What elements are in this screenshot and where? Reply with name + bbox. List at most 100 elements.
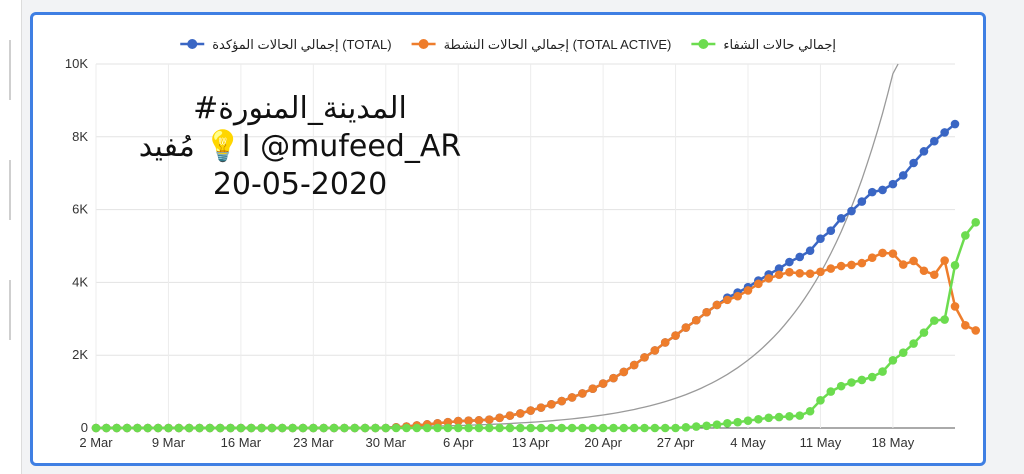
data-point-total bbox=[930, 136, 939, 146]
data-point-total bbox=[867, 187, 877, 197]
data-point-active bbox=[816, 267, 825, 277]
data-point-recovered bbox=[754, 414, 763, 424]
x-tick-label: 23 Mar bbox=[293, 435, 334, 450]
data-point-total bbox=[816, 234, 825, 244]
data-point-total bbox=[878, 185, 887, 195]
data-point-recovered bbox=[536, 423, 546, 433]
data-point-active bbox=[898, 260, 908, 269]
x-tick-label: 4 May bbox=[730, 435, 766, 450]
legend-marker-active bbox=[418, 39, 429, 49]
hashtag-text: #المدينة_المنورة bbox=[193, 91, 407, 126]
strip-mark bbox=[9, 160, 11, 220]
data-point-recovered bbox=[474, 423, 484, 433]
data-point-recovered bbox=[288, 423, 297, 433]
data-point-recovered bbox=[971, 218, 980, 227]
data-point-recovered bbox=[712, 420, 722, 430]
data-point-active bbox=[754, 279, 763, 289]
data-point-total bbox=[940, 128, 949, 137]
data-point-active bbox=[930, 270, 939, 280]
data-point-active bbox=[764, 274, 774, 283]
data-point-active bbox=[681, 323, 691, 332]
data-point-active bbox=[495, 413, 504, 423]
data-point-recovered bbox=[495, 423, 504, 433]
data-point-recovered bbox=[743, 416, 753, 426]
legend-marker-recovered bbox=[698, 39, 709, 49]
data-point-recovered bbox=[816, 396, 825, 405]
data-point-recovered bbox=[609, 423, 618, 433]
data-point-recovered bbox=[723, 418, 732, 428]
data-point-active bbox=[702, 307, 711, 317]
data-point-recovered bbox=[453, 423, 463, 433]
data-point-recovered bbox=[443, 423, 453, 433]
data-point-active bbox=[940, 256, 949, 265]
data-point-active bbox=[878, 248, 887, 258]
data-point-recovered bbox=[629, 423, 639, 433]
data-point-recovered bbox=[598, 423, 608, 433]
y-tick-label: 6K bbox=[72, 202, 88, 217]
data-point-recovered bbox=[360, 423, 370, 433]
y-tick-label: 4K bbox=[72, 274, 88, 289]
data-point-active bbox=[888, 249, 898, 258]
data-point-recovered bbox=[826, 387, 836, 396]
data-point-recovered bbox=[619, 423, 629, 433]
legend-label-recovered: إجمالي حالات الشفاء bbox=[723, 37, 836, 52]
data-point-recovered bbox=[867, 372, 877, 382]
data-point-recovered bbox=[878, 367, 887, 376]
data-point-active bbox=[971, 326, 980, 335]
data-point-recovered bbox=[164, 423, 173, 433]
data-point-total bbox=[888, 179, 898, 189]
data-point-recovered bbox=[650, 423, 660, 433]
data-point-active bbox=[847, 260, 856, 270]
data-point-recovered bbox=[836, 381, 846, 391]
data-point-recovered bbox=[102, 423, 111, 433]
data-point-active bbox=[557, 396, 567, 406]
data-point-recovered bbox=[133, 423, 142, 433]
data-point-active bbox=[723, 295, 732, 305]
data-point-total bbox=[774, 264, 784, 273]
data-point-recovered bbox=[691, 422, 701, 431]
left-strip bbox=[0, 0, 22, 474]
data-point-active bbox=[712, 300, 722, 310]
data-point-recovered bbox=[319, 423, 328, 433]
x-tick-label: 30 Mar bbox=[366, 435, 407, 450]
data-point-recovered bbox=[246, 423, 256, 433]
data-point-total bbox=[785, 257, 794, 267]
data-point-recovered bbox=[578, 423, 587, 433]
data-point-recovered bbox=[505, 423, 515, 433]
data-point-recovered bbox=[433, 423, 442, 433]
data-point-active bbox=[547, 400, 556, 409]
data-point-recovered bbox=[257, 423, 266, 433]
data-point-recovered bbox=[774, 412, 784, 422]
data-point-recovered bbox=[236, 423, 246, 433]
data-point-recovered bbox=[660, 423, 670, 433]
data-point-recovered bbox=[402, 423, 411, 433]
data-point-active bbox=[464, 416, 473, 426]
data-point-recovered bbox=[785, 412, 794, 421]
data-point-recovered bbox=[195, 423, 204, 433]
data-point-total bbox=[847, 206, 856, 216]
data-point-active bbox=[826, 264, 836, 273]
series-line-recovered bbox=[96, 221, 977, 430]
data-point-recovered bbox=[588, 423, 598, 433]
data-point-active bbox=[609, 373, 618, 383]
data-point-recovered bbox=[516, 423, 525, 433]
data-point-active bbox=[650, 346, 660, 355]
data-point-total bbox=[795, 252, 805, 262]
data-point-recovered bbox=[371, 423, 380, 433]
data-point-recovered bbox=[350, 423, 360, 433]
data-point-active bbox=[453, 416, 463, 426]
data-point-total bbox=[826, 226, 836, 236]
x-tick-label: 16 Mar bbox=[221, 435, 262, 450]
data-point-recovered bbox=[567, 423, 577, 433]
data-point-recovered bbox=[702, 421, 711, 431]
data-point-total bbox=[950, 119, 960, 129]
data-point-active bbox=[629, 360, 639, 370]
data-point-recovered bbox=[143, 423, 153, 433]
data-point-active bbox=[857, 258, 867, 268]
x-tick-label: 6 Apr bbox=[443, 435, 474, 450]
data-point-recovered bbox=[422, 423, 432, 433]
data-point-active bbox=[598, 379, 608, 388]
data-point-recovered bbox=[329, 423, 339, 433]
data-point-active bbox=[919, 266, 929, 276]
data-point-recovered bbox=[547, 423, 556, 433]
